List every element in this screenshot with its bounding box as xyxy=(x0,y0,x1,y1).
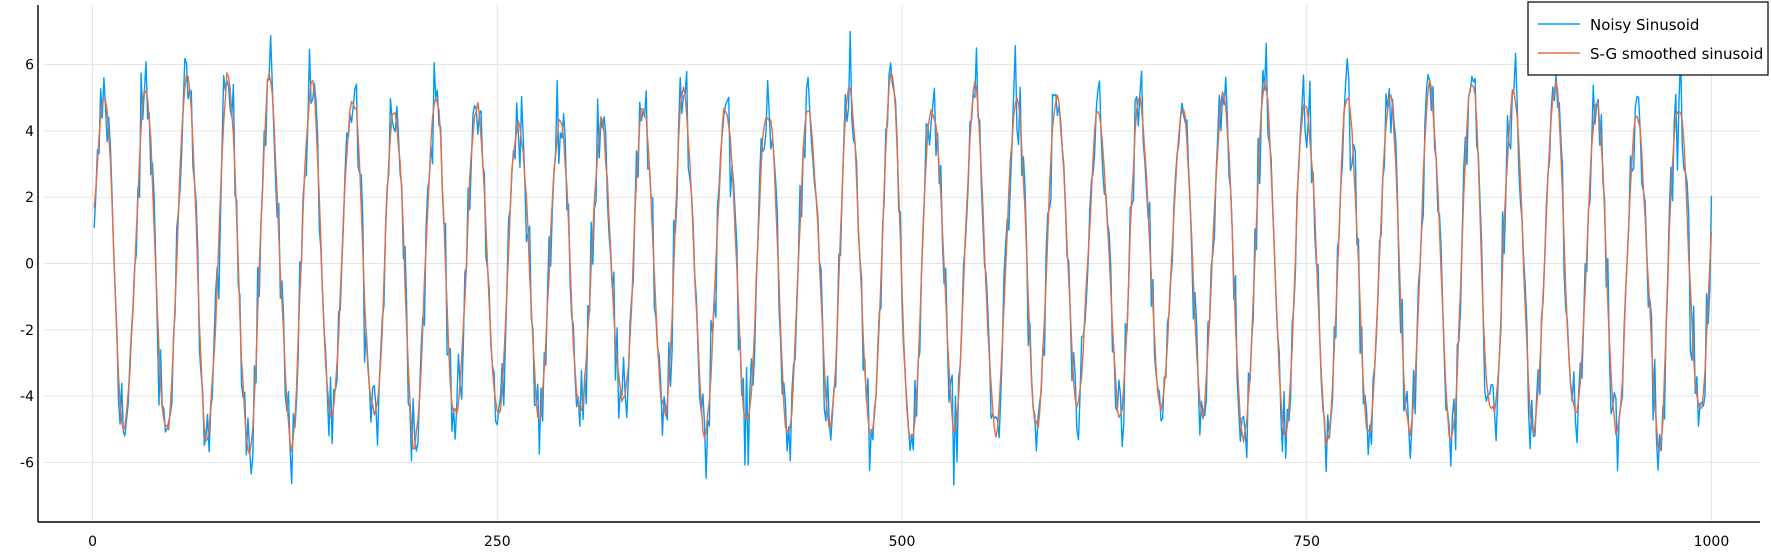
axes xyxy=(37,5,1760,523)
y-tick-label-5: 4 xyxy=(25,124,34,140)
legend-label-smoothed: S-G smoothed sinusoid xyxy=(1590,45,1763,63)
legend: Noisy Sinusoid S-G smoothed sinusoid xyxy=(1527,1,1769,76)
legend-label-noisy: Noisy Sinusoid xyxy=(1590,16,1699,34)
x-tick-label-1: 250 xyxy=(484,534,511,550)
y-tick-label-2: -2 xyxy=(20,323,34,339)
series-sg-smoothed-sinusoid xyxy=(93,72,1713,455)
y-tick-label-3: 0 xyxy=(25,257,34,273)
x-tick-label-4: 1000 xyxy=(1694,534,1730,550)
x-tick-label-3: 750 xyxy=(1293,534,1320,550)
series-layer xyxy=(93,30,1713,486)
y-tick-label-6: 6 xyxy=(25,58,34,74)
y-tick-label-4: 2 xyxy=(25,190,34,206)
x-tick-label-2: 500 xyxy=(889,534,916,550)
legend-box xyxy=(1527,1,1769,76)
tick-labels: 0 250 500 750 1000 -6 -4 -2 0 2 4 6 xyxy=(20,58,1729,550)
y-tick-label-1: -4 xyxy=(20,389,34,405)
x-tick-label-0: 0 xyxy=(88,534,97,550)
y-tick-label-0: -6 xyxy=(20,455,34,471)
